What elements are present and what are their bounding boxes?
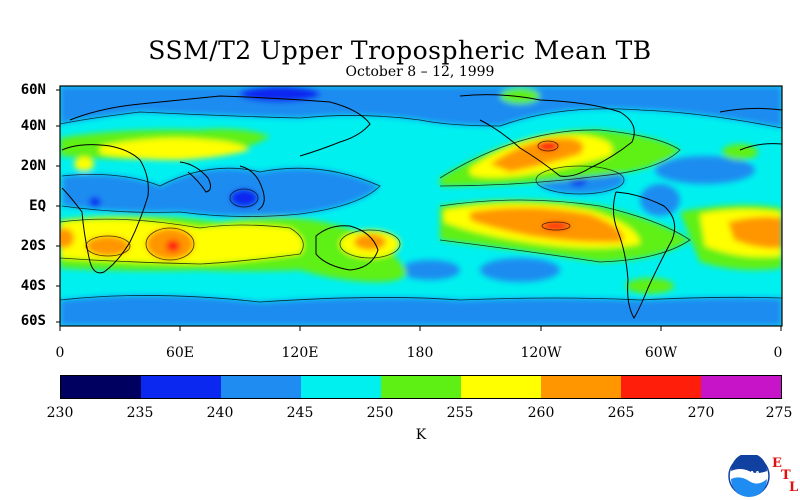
lon-label-60w: 60W [644, 345, 678, 361]
colorbar-tick: 235 [126, 405, 154, 421]
lon-label-180: 180 [406, 345, 434, 361]
etl-letter-t: T [781, 468, 791, 483]
map-plot [56, 85, 783, 331]
lon-label-120e: 120E [281, 345, 319, 361]
colorbar-segment [61, 376, 141, 398]
colorbar-tick: 275 [765, 405, 793, 421]
lat-label-40s: 40S [20, 278, 46, 294]
lat-label-eq: EQ [29, 198, 46, 214]
colorbar-segment [301, 376, 381, 398]
coastlines [61, 94, 782, 319]
lat-label-20s: 20S [20, 238, 46, 254]
lon-label-0-east: 0 [773, 345, 783, 361]
colorbar-tick: 245 [286, 405, 314, 421]
colorbar-segment [461, 376, 541, 398]
colorbar-segment [141, 376, 221, 398]
lon-label-0: 0 [55, 345, 65, 361]
colorbar-segment [621, 376, 701, 398]
colorbar-tick: 265 [607, 405, 635, 421]
colorbar-segment [701, 376, 781, 398]
map-subtitle: October 8 – 12, 1999 [345, 64, 495, 80]
noaa-logo-text: NOAA [738, 470, 761, 478]
lon-label-120w: 120W [520, 345, 562, 361]
lon-ticks [59, 326, 782, 331]
colorbar-tick: 240 [206, 405, 234, 421]
colorbar-segment [541, 376, 621, 398]
colorbar-segment [381, 376, 461, 398]
colorbar-tick: 260 [527, 405, 555, 421]
lon-label-60e: 60E [165, 345, 195, 361]
etl-letter-l: L [789, 480, 799, 495]
lat-ticks [56, 89, 60, 323]
lat-label-20n: 20N [20, 158, 46, 174]
temperature-field [60, 86, 782, 326]
colorbar-tick: 250 [366, 405, 394, 421]
colorbar-tick: 270 [687, 405, 715, 421]
colorbar-tick: 230 [46, 405, 74, 421]
etl-letter-e: E [772, 456, 782, 471]
colorbar-segment [221, 376, 301, 398]
colorbar-tick: 255 [446, 405, 474, 421]
lat-label-40n: 40N [20, 118, 46, 134]
lat-label-60s: 60S [20, 313, 46, 329]
colorbar [60, 375, 782, 399]
lat-label-60n: 60N [20, 82, 46, 98]
map-title: SSM/T2 Upper Tropospheric Mean TB [148, 36, 652, 65]
noaa-logo: NOAA [728, 455, 770, 497]
colorbar-unit-label: K [415, 427, 427, 443]
